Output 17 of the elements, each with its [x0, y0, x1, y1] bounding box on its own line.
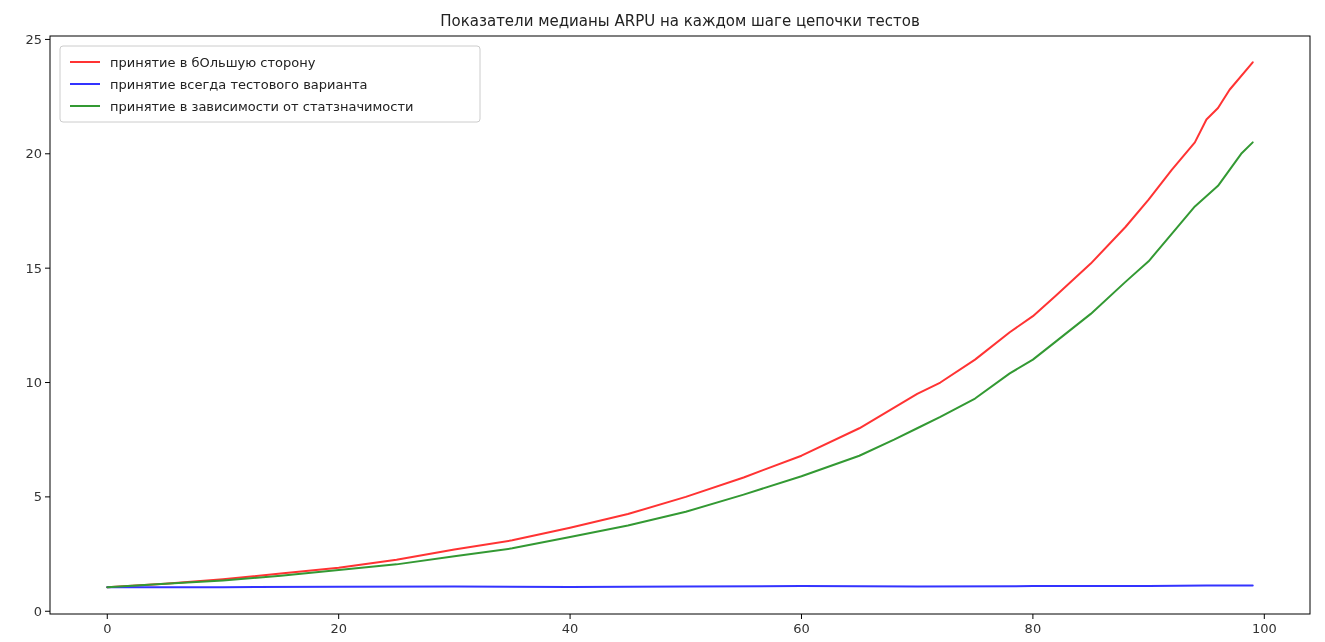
y-tick-label: 0	[33, 603, 42, 619]
y-tick-label: 10	[25, 375, 42, 391]
legend-label: принятие всегда тестового варианта	[110, 77, 368, 92]
y-tick-label: 15	[25, 260, 42, 276]
line-series	[106, 141, 1254, 589]
legend-label: принятие в зависимости от статзначимости	[110, 99, 414, 114]
x-tick-label: 0	[103, 621, 112, 636]
x-tick-label: 20	[330, 621, 347, 636]
legend-label: принятие в бОльшую сторону	[110, 55, 316, 70]
y-tick-label: 25	[25, 31, 42, 47]
x-tick-label: 80	[1024, 621, 1042, 636]
y-tick-label: 20	[25, 146, 42, 162]
y-tick-label: 5	[33, 489, 42, 505]
x-tick-label: 60	[793, 621, 810, 636]
x-tick-label: 100	[1251, 621, 1277, 636]
x-tick-label: 40	[561, 621, 579, 636]
chart-title: Показатели медианы ARPU на каждом шаге цепочки тестов	[440, 12, 920, 30]
